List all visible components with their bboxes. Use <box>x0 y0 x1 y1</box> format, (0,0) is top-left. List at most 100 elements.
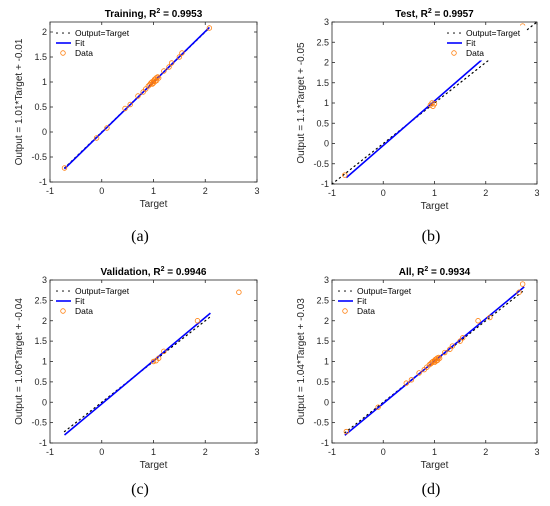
legend-marker-identity <box>338 290 340 292</box>
x-tick-label: 1 <box>432 188 437 198</box>
data-point <box>436 355 443 361</box>
chart-title: All, R2 = 0.9934 <box>399 266 471 278</box>
data-point <box>408 377 415 383</box>
chart-title-main: Validation, R <box>101 267 162 278</box>
data-point <box>449 343 456 349</box>
legend-label: Output=Target <box>75 286 130 296</box>
data-point <box>155 355 162 361</box>
legend-marker-data <box>342 308 348 314</box>
legend-marker-identity <box>62 32 64 34</box>
legend-label: Fit <box>75 38 85 48</box>
x-tick-label: 2 <box>203 447 208 457</box>
legend-marker-identity <box>56 290 58 292</box>
y-tick-label: 1 <box>324 357 329 367</box>
x-tick-label: 2 <box>483 447 488 457</box>
x-tick-label: -1 <box>328 447 336 457</box>
data-point <box>161 68 167 74</box>
legend-marker-identity <box>56 32 58 34</box>
panel-label: (b) <box>422 228 441 245</box>
y-tick-label: 0 <box>42 397 47 407</box>
x-tick-label: -1 <box>46 447 54 457</box>
data-point <box>206 25 213 31</box>
y-tick-label: -1 <box>321 438 329 448</box>
y-tick-label: 3 <box>324 17 329 27</box>
chart-panel-3: -1 0 1 2 3 -1 -0.5 0 0.5 1 1.5 2 2.5 3 Validation, R2 … <box>14 266 260 471</box>
chart-title-sup: 2 <box>161 266 165 273</box>
data-point <box>343 428 350 435</box>
data-point <box>403 380 410 386</box>
x-axis-label: Target <box>140 460 168 471</box>
y-tick-label: 1.5 <box>34 336 47 346</box>
x-tick-label: 3 <box>254 447 259 457</box>
chart-title-tail: = 0.9957 <box>432 9 474 20</box>
chart-title-main: Training, R <box>105 9 157 20</box>
y-tick-label: 2 <box>324 316 329 326</box>
chart-title-sup: 2 <box>424 266 428 273</box>
x-tick-label: -1 <box>328 188 336 198</box>
y-tick-label: 1 <box>324 98 329 108</box>
chart-title-sup: 2 <box>156 8 160 15</box>
y-tick-label: 3 <box>324 275 329 285</box>
x-axis-label: Target <box>140 199 168 210</box>
data-point <box>435 354 442 361</box>
x-tick-label: 0 <box>99 186 104 196</box>
y-tick-label: 0 <box>42 127 47 137</box>
data-point <box>127 101 133 108</box>
legend-marker-identity <box>344 290 346 292</box>
chart-title-main: All, R <box>399 267 425 278</box>
fit-line <box>63 312 211 436</box>
x-axis-label: Target <box>421 201 449 212</box>
data-point <box>104 125 110 131</box>
y-tick-label: 0.5 <box>316 377 329 387</box>
y-tick-label: 0.5 <box>316 118 329 128</box>
data-point <box>475 318 481 324</box>
panel-label: (a) <box>131 228 149 245</box>
x-tick-label: 1 <box>151 447 156 457</box>
legend-label: Fit <box>466 38 476 48</box>
data-point <box>375 404 381 410</box>
y-tick-label: 1.5 <box>34 52 47 62</box>
x-tick-label: -1 <box>46 186 54 196</box>
y-tick-label: -1 <box>39 438 47 448</box>
x-tick-label: 0 <box>381 188 386 198</box>
data-point <box>457 338 463 344</box>
data-point <box>166 64 172 70</box>
y-tick-label: 1.5 <box>316 78 329 88</box>
x-tick-label: 0 <box>99 447 104 457</box>
data-point <box>122 105 128 112</box>
legend-label: Data <box>466 48 484 58</box>
legend-label: Fit <box>75 296 85 306</box>
x-tick-label: 2 <box>483 188 488 198</box>
data-point <box>342 172 348 178</box>
legend-marker-identity <box>68 290 70 292</box>
y-tick-label: 2 <box>324 58 329 68</box>
y-axis-label: Output = 1.01*Target + -0.01 <box>14 38 25 165</box>
fit-line <box>344 286 525 436</box>
chart-title-sup: 2 <box>428 8 432 15</box>
data-point <box>135 93 141 99</box>
y-tick-label: 3 <box>42 275 47 285</box>
y-axis-label: Output = 1.1*Target + -0.05 <box>296 42 307 164</box>
data-point <box>487 314 493 321</box>
data-point <box>150 358 157 365</box>
chart-title: Validation, R2 = 0.9946 <box>101 266 207 278</box>
legend-marker-identity <box>62 290 64 292</box>
y-tick-label: 2 <box>42 27 47 37</box>
data-point <box>431 101 438 107</box>
x-tick-label: 3 <box>254 186 259 196</box>
y-tick-label: 1 <box>42 77 47 87</box>
y-tick-label: -1 <box>321 179 329 189</box>
legend-label: Fit <box>357 296 367 306</box>
fit-line <box>345 52 491 179</box>
y-tick-label: -0.5 <box>313 418 329 428</box>
data-point <box>194 318 201 324</box>
data-point <box>442 349 448 356</box>
y-tick-label: 1.5 <box>316 336 329 346</box>
legend-label: Data <box>75 48 93 58</box>
y-tick-label: 2.5 <box>316 37 329 47</box>
